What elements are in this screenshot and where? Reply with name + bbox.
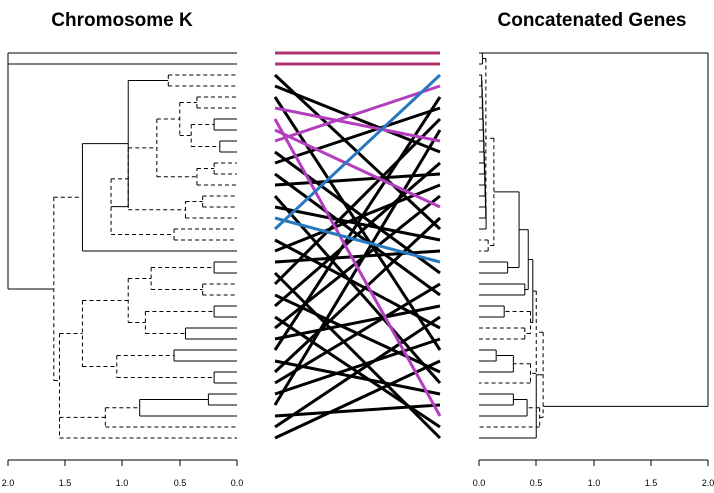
connector-lines <box>273 51 442 440</box>
connector-line <box>273 117 442 286</box>
connector-line <box>274 194 441 330</box>
connector-line <box>274 403 441 418</box>
connector-line <box>274 161 441 308</box>
connector-line <box>273 118 442 417</box>
connector-line <box>274 315 441 429</box>
left-tick-label: 0.0 <box>231 478 244 488</box>
left-axis <box>7 459 238 466</box>
connector-line <box>273 195 442 384</box>
connector-line <box>273 96 442 351</box>
right-tick-label: 1.0 <box>588 478 601 488</box>
connector-line <box>274 84 441 143</box>
right-tick-label: 0.5 <box>530 478 543 488</box>
right-axis <box>478 459 709 466</box>
right-dendrogram <box>479 52 709 439</box>
left-tick-label: 1.5 <box>59 478 72 488</box>
connector-line <box>274 337 441 396</box>
connector-line <box>273 73 442 231</box>
connector-line <box>274 106 441 165</box>
connector-line <box>274 359 441 440</box>
connector-line <box>274 183 441 253</box>
right-tick-label: 1.5 <box>645 478 658 488</box>
connector-line <box>274 304 441 341</box>
connector-line <box>273 271 442 440</box>
connector-line <box>274 106 441 143</box>
right-tick-label: 0.0 <box>473 478 486 488</box>
left-tick-label: 0.5 <box>174 478 187 488</box>
left-tick-label: 1.0 <box>116 478 129 488</box>
connector-line <box>274 128 441 209</box>
left-panel-title: Chromosome K <box>51 10 193 31</box>
connector-line <box>274 216 441 264</box>
connector-line <box>274 282 441 385</box>
right-tick-label: 2.0 <box>702 478 714 488</box>
connector-line <box>273 216 442 374</box>
left-tick-label: 2.0 <box>2 478 15 488</box>
connector-line <box>274 249 441 264</box>
left-dendrogram <box>7 52 237 439</box>
right-panel-title: Concatenated Genes <box>498 10 687 31</box>
